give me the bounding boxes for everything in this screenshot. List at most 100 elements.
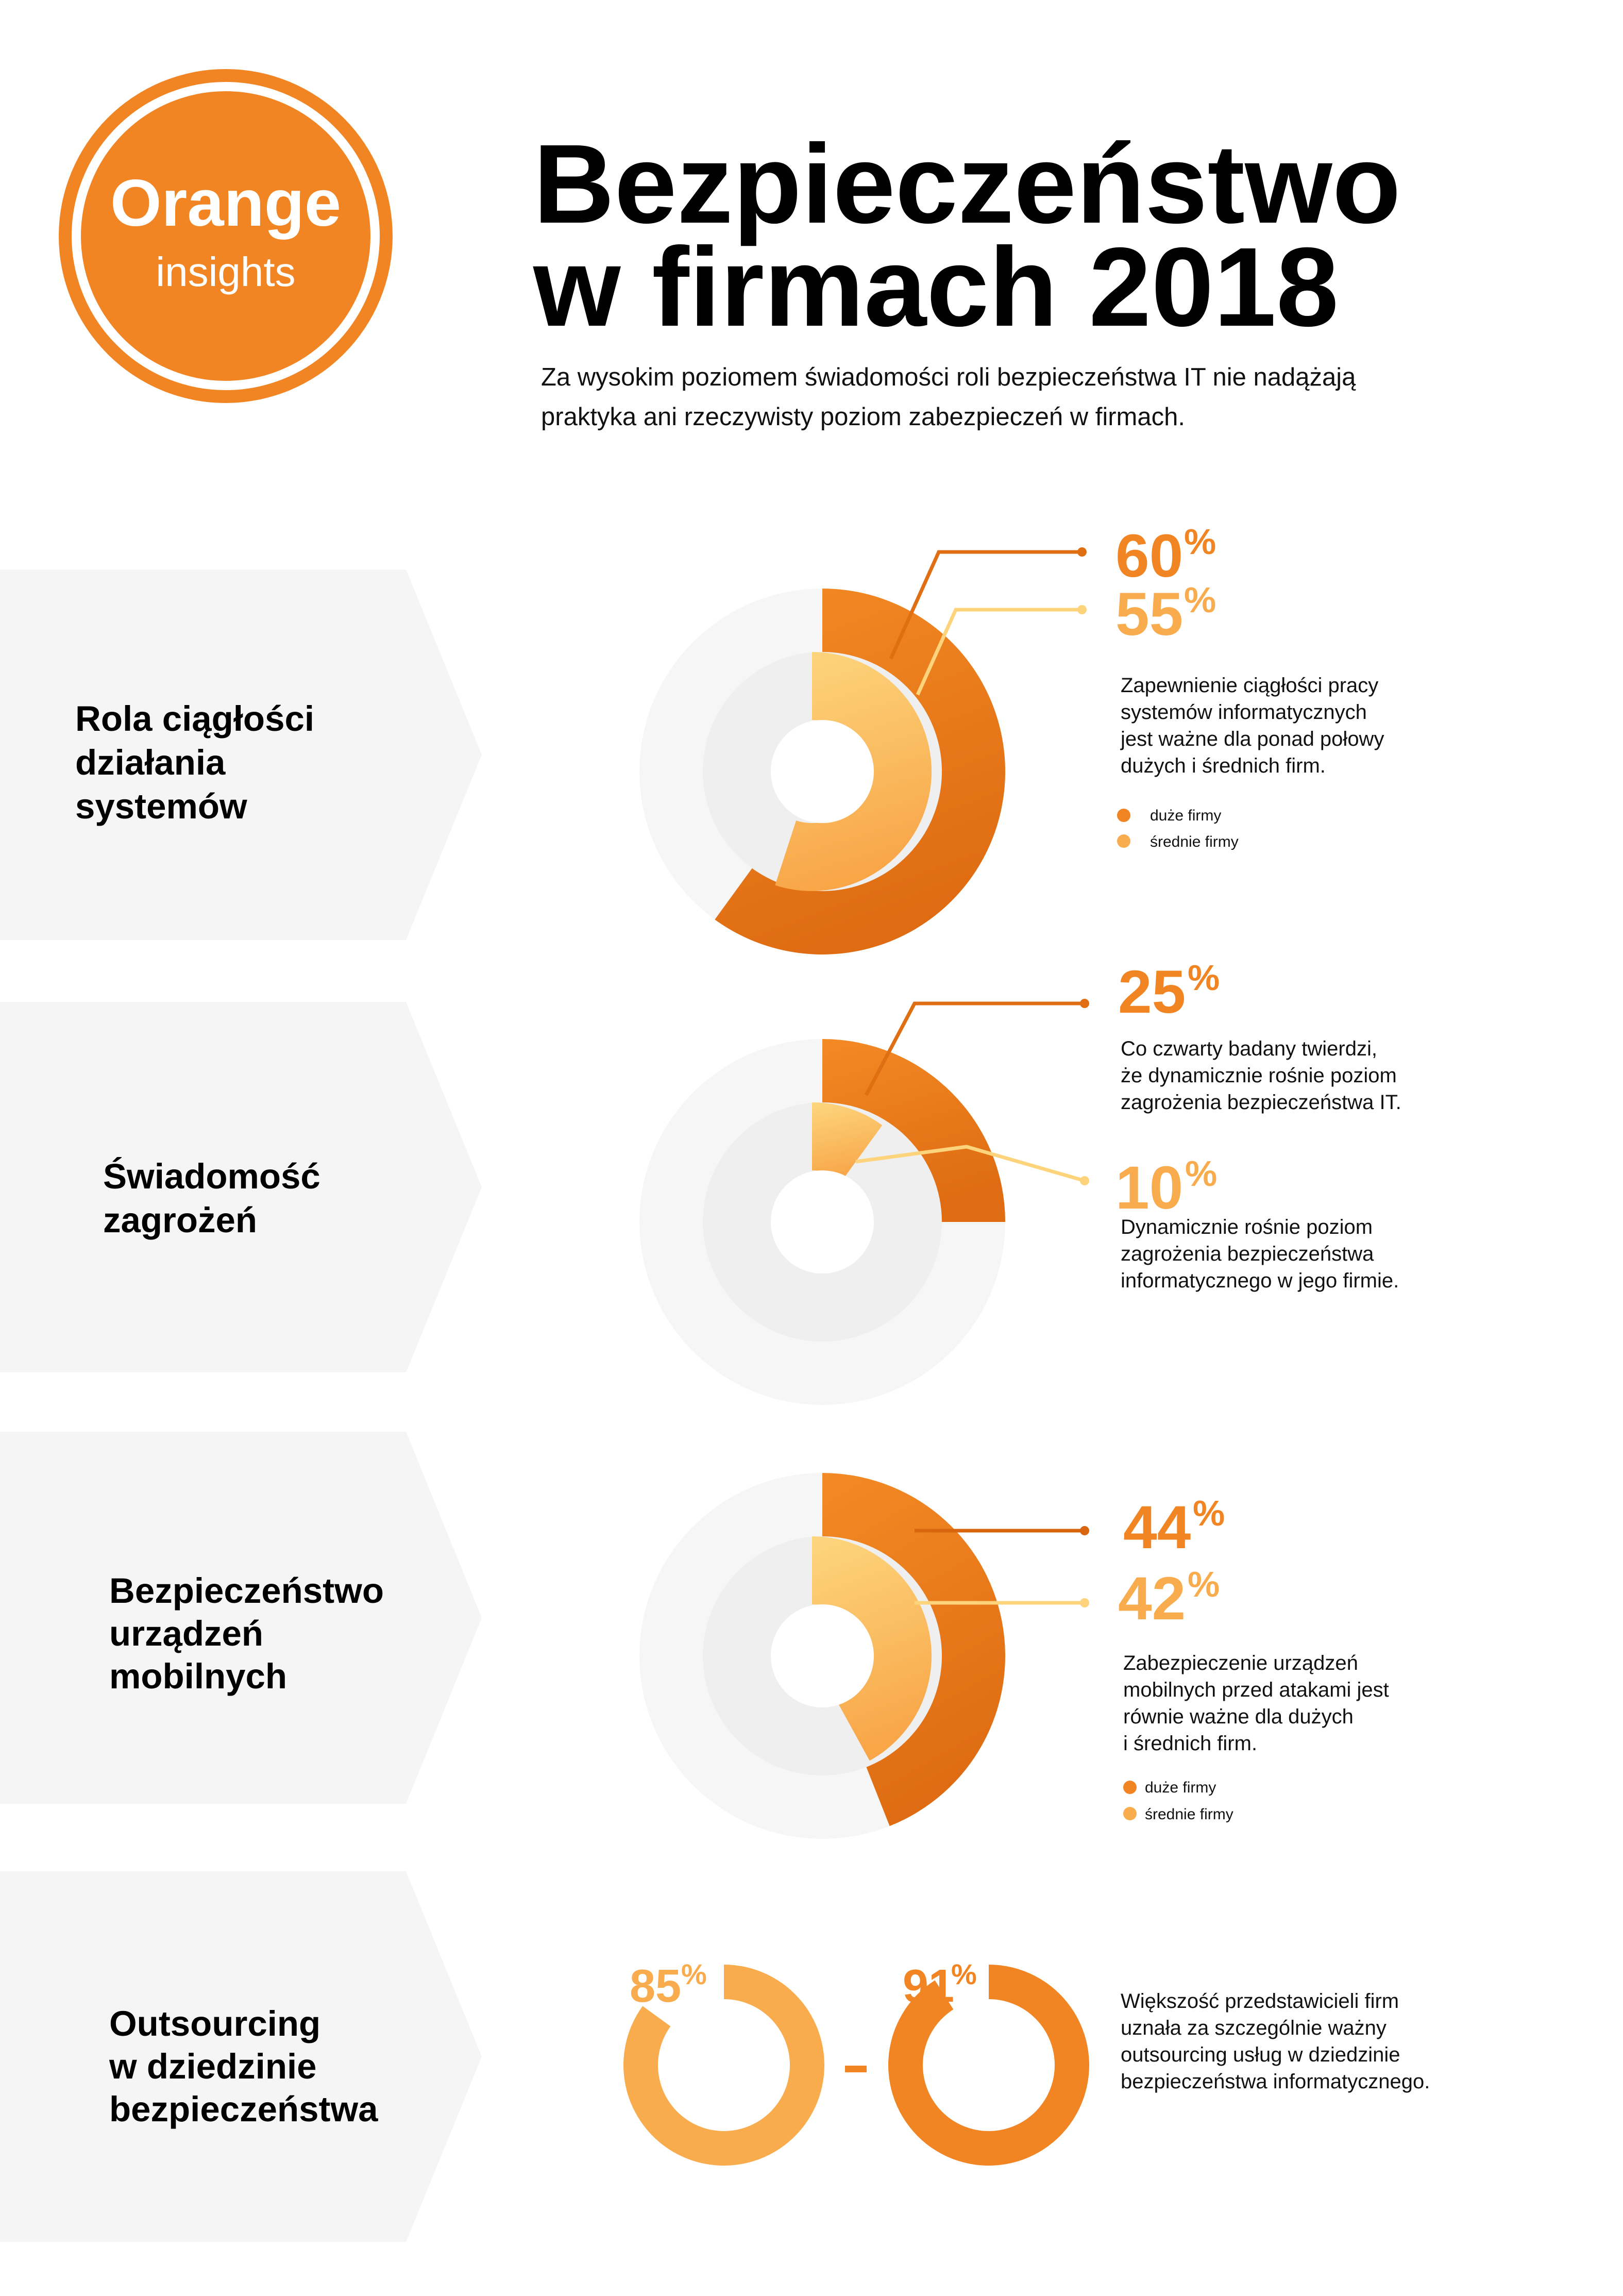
label-line: w dziedzinie: [109, 2047, 317, 2086]
label-line: Outsourcing: [109, 2004, 320, 2043]
percent-sign: %: [1188, 1564, 1220, 1604]
donut-arc-large-firms: [822, 1473, 1005, 1826]
leader-dot: [1077, 547, 1087, 557]
section-band: [0, 1432, 482, 1804]
legend-label: duże firmy: [1150, 807, 1221, 824]
percent-sign: %: [681, 1958, 707, 1990]
description-line: outsourcing usług w dziedzinie: [1121, 2043, 1400, 2066]
leader-dot: [1080, 999, 1089, 1008]
leader-dot: [1080, 1526, 1089, 1535]
donut-91: [888, 1965, 1089, 2166]
percent-sign: %: [1185, 1153, 1217, 1194]
value-label: 25: [1118, 958, 1186, 1026]
value-label: 55: [1115, 580, 1183, 648]
legend: duże firmy średnie firmy: [1123, 1779, 1233, 1823]
pct-10: 10 %: [1115, 1153, 1217, 1222]
leader-line: [864, 1001, 1085, 1096]
label-line: bezpieczeństwa: [109, 2089, 378, 2129]
donut-hole: [771, 1604, 874, 1707]
percent-sign: %: [951, 1958, 977, 1990]
description-line: i średnich firm.: [1123, 1732, 1257, 1755]
donut-arc-medium-firms: [812, 1102, 883, 1181]
logo-sub: insights: [156, 249, 295, 295]
description-line: równie ważne dla dużych: [1123, 1705, 1354, 1728]
legend-dot-medium: [1117, 834, 1130, 848]
section-band: [0, 1002, 482, 1372]
description-line: mobilnych przed atakami jest: [1123, 1679, 1389, 1701]
label-line: zagrożeń: [103, 1200, 257, 1240]
value-label: 85: [630, 1960, 681, 2012]
subtitle-line2: praktyka ani rzeczywisty poziom zabezpie…: [541, 403, 1185, 431]
percent-sign: %: [1188, 958, 1220, 998]
legend-dot-medium: [1123, 1807, 1137, 1820]
label-line: urządzeń: [109, 1614, 263, 1653]
value-label: 10: [1115, 1154, 1183, 1222]
legend-dot-large: [1117, 809, 1130, 822]
label-line: Świadomość: [103, 1157, 320, 1196]
donut-hole: [771, 720, 874, 823]
percent-sign: %: [1184, 522, 1216, 562]
description-line: że dynamicznie rośnie poziom: [1121, 1064, 1397, 1087]
pct-42: 42 %: [1118, 1564, 1220, 1633]
leader-dot: [1080, 1598, 1089, 1607]
section-label-threat-awareness: Świadomość zagrożeń: [103, 1157, 320, 1240]
value-label: 44: [1123, 1494, 1191, 1562]
page-title-line1: Bezpieczeństwo: [533, 122, 1401, 247]
pct-91: 91 %: [903, 1958, 977, 2012]
pct-25: 25 %: [1118, 958, 1220, 1026]
orange-insights-logo: Orange insights: [59, 69, 393, 403]
donut-arc-medium-firms: [775, 652, 932, 891]
pct-44: 44 %: [1123, 1493, 1225, 1562]
legend-dot-large: [1123, 1781, 1137, 1794]
section-label-outsourcing: Outsourcing w dziedzinie bezpieczeństwa: [109, 2004, 378, 2129]
donut-arc-large-firms: [822, 1039, 1005, 1222]
donut-arc-large-firms: [715, 589, 1005, 954]
pct-60: 60 %: [1115, 522, 1216, 590]
leader-line: [889, 550, 1082, 660]
description-line: uznała za szczególnie ważny: [1121, 2017, 1387, 2039]
legend-label: średnie firmy: [1150, 833, 1239, 850]
legend-label: średnie firmy: [1145, 1806, 1233, 1823]
description-line: Większość przedstawicieli firm: [1121, 1990, 1399, 2013]
donut-85: [623, 1965, 824, 2166]
description-line: jest ważne dla ponad połowy: [1120, 728, 1384, 750]
section-band: [0, 569, 482, 940]
percent-sign: %: [1193, 1493, 1225, 1533]
section-label-continuity: Rola ciągłości działania systemów: [75, 699, 314, 826]
legend-label: duże firmy: [1145, 1779, 1216, 1796]
description-line: Zapewnienie ciągłości pracy: [1121, 674, 1378, 697]
leader-line: [855, 1145, 1085, 1183]
label-line: Rola ciągłości: [75, 699, 314, 739]
percent-sign: %: [1184, 580, 1216, 620]
leader-dot: [1077, 605, 1087, 614]
label-line: działania: [75, 743, 226, 782]
label-line: Bezpieczeństwo: [109, 1571, 384, 1611]
description-line: Dynamicznie rośnie poziom: [1121, 1216, 1373, 1238]
description-line: zagrożenia bezpieczeństwa: [1121, 1243, 1374, 1265]
label-line: systemów: [75, 786, 247, 826]
description-line: Co czwarty badany twierdzi,: [1121, 1037, 1377, 1060]
section-band: [0, 1871, 482, 2242]
description-line: zagrożenia bezpieczeństwa IT.: [1121, 1091, 1401, 1114]
value-label: 42: [1118, 1565, 1186, 1633]
description-line: bezpieczeństwa informatycznego.: [1121, 2070, 1430, 2093]
leader-dot: [1080, 1176, 1089, 1185]
page-title-line2: w firmach 2018: [533, 225, 1339, 350]
donut-hole: [771, 1170, 874, 1273]
legend: duże firmy średnie firmy: [1117, 807, 1239, 850]
subtitle-line1: Za wysokim poziomem świadomości roli bez…: [541, 363, 1356, 391]
leader-line: [916, 608, 1082, 696]
description-line: systemów informatycznych: [1121, 701, 1367, 724]
description-line: dużych i średnich firm.: [1121, 755, 1326, 777]
section-label-mobile-security: Bezpieczeństwo urządzeń mobilnych: [109, 1571, 384, 1696]
label-line: mobilnych: [109, 1656, 287, 1696]
description-line: Zabezpieczenie urządzeń: [1123, 1652, 1358, 1674]
dash-separator: [845, 2066, 867, 2072]
value-label: 91: [903, 1960, 954, 2012]
description-line: informatycznego w jego firmie.: [1121, 1269, 1399, 1292]
value-label: 60: [1115, 522, 1183, 590]
logo-brand: Orange: [110, 166, 341, 240]
pct-55: 55 %: [1115, 580, 1216, 648]
pct-85: 85 %: [630, 1958, 707, 2012]
